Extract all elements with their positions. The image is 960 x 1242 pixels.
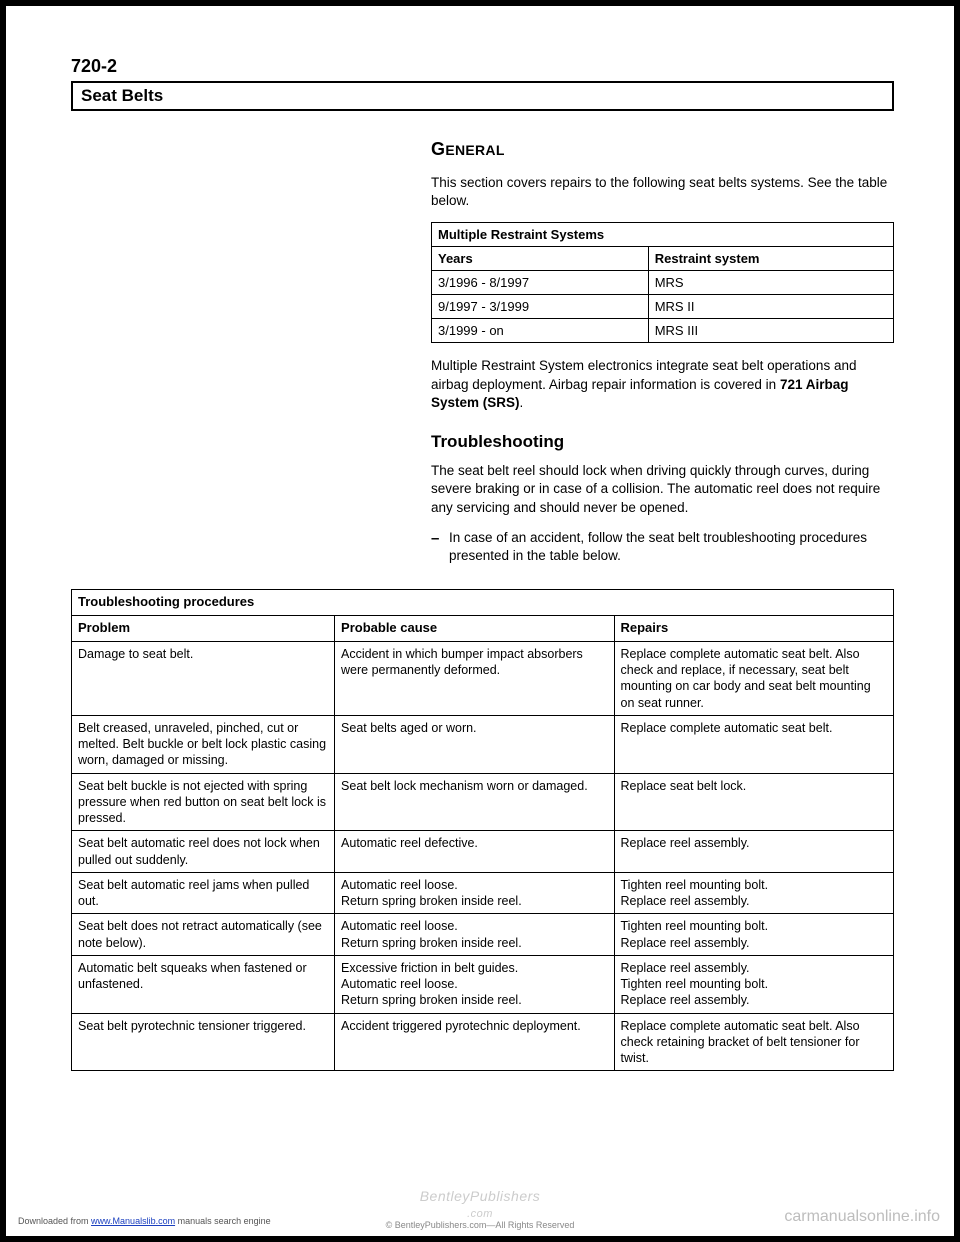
dash-text: In case of an accident, follow the seat … [449,529,894,565]
troubleshooting-table: Troubleshooting procedures Problem Proba… [71,589,894,1071]
systems-cell: MRS III [648,319,893,343]
general-heading-small: ENERAL [445,142,504,158]
trouble-cell: Replace seat belt lock. [614,773,894,831]
trouble-cell: Replace complete automatic seat belt. [614,715,894,773]
systems-cell: MRS II [648,295,893,319]
trouble-cell: Automatic belt squeaks when fastened or … [72,955,335,1013]
systems-table: Multiple Restraint Systems Years Restrai… [431,222,894,343]
bentley-text: BentleyPublishers [420,1188,541,1204]
trouble-cell: Seat belt lock mechanism worn or damaged… [335,773,614,831]
dash-icon: – [431,529,449,549]
trouble-row: Damage to seat belt.Accident in which bu… [72,641,894,715]
troubleshooting-heading: Troubleshooting [431,432,894,452]
trouble-cell: Replace reel assembly.Tighten reel mount… [614,955,894,1013]
trouble-row: Automatic belt squeaks when fastened or … [72,955,894,1013]
systems-row: 3/1999 - on MRS III [432,319,894,343]
trouble-header-problem: Problem [72,616,335,642]
trouble-cell: Automatic reel defective. [335,831,614,873]
bentley-com: .com [467,1208,493,1220]
troubleshooting-para: The seat belt reel should lock when driv… [431,462,894,517]
trouble-row: Seat belt pyrotechnic tensioner triggere… [72,1013,894,1071]
trouble-cell: Seat belt automatic reel jams when pulle… [72,872,335,914]
trouble-cell: Automatic reel loose.Return spring broke… [335,872,614,914]
trouble-cell: Seat belt buckle is not ejected with spr… [72,773,335,831]
systems-cell: 9/1997 - 3/1999 [432,295,649,319]
trouble-cell: Damage to seat belt. [72,641,335,715]
trouble-header-cause: Probable cause [335,616,614,642]
trouble-row: Belt creased, unraveled, pinched, cut or… [72,715,894,773]
systems-row: 9/1997 - 3/1999 MRS II [432,295,894,319]
general-heading: GENERAL [431,139,894,160]
trouble-cell: Replace reel assembly. [614,831,894,873]
systems-cell: 3/1999 - on [432,319,649,343]
systems-table-title: Multiple Restraint Systems [432,223,894,247]
systems-cell: 3/1996 - 8/1997 [432,271,649,295]
download-post: manuals search engine [175,1216,271,1226]
trouble-cell: Tighten reel mounting bolt.Replace reel … [614,872,894,914]
section-title-banner: Seat Belts [71,81,894,111]
trouble-cell: Tighten reel mounting bolt.Replace reel … [614,914,894,956]
trouble-row: Seat belt buckle is not ejected with spr… [72,773,894,831]
trouble-cell: Belt creased, unraveled, pinched, cut or… [72,715,335,773]
trouble-cell: Excessive friction in belt guides.Automa… [335,955,614,1013]
general-para: This section covers repairs to the follo… [431,174,894,210]
download-pre: Downloaded from [18,1216,91,1226]
trouble-header-repairs: Repairs [614,616,894,642]
systems-header-system: Restraint system [648,247,893,271]
trouble-cell: Accident triggered pyrotechnic deploymen… [335,1013,614,1071]
systems-row: 3/1996 - 8/1997 MRS [432,271,894,295]
dash-item: – In case of an accident, follow the sea… [431,529,894,565]
trouble-cell: Accident in which bumper impact absorber… [335,641,614,715]
trouble-cell: Seat belt does not retract automatically… [72,914,335,956]
trouble-cell: Replace complete automatic seat belt. Al… [614,1013,894,1071]
mrs-para-post: . [520,395,524,410]
mrs-para: Multiple Restraint System electronics in… [431,357,894,412]
trouble-row: Seat belt automatic reel does not lock w… [72,831,894,873]
trouble-cell: Seat belt automatic reel does not lock w… [72,831,335,873]
trouble-cell: Automatic reel loose.Return spring broke… [335,914,614,956]
trouble-cell: Seat belts aged or worn. [335,715,614,773]
systems-header-years: Years [432,247,649,271]
page-number: 720-2 [71,56,894,77]
site-watermark: carmanualsonline.info [784,1208,940,1226]
manualslib-link[interactable]: www.Manualslib.com [91,1216,175,1226]
trouble-cell: Replace complete automatic seat belt. Al… [614,641,894,715]
trouble-row: Seat belt does not retract automatically… [72,914,894,956]
systems-cell: MRS [648,271,893,295]
trouble-row: Seat belt automatic reel jams when pulle… [72,872,894,914]
download-footer: Downloaded from www.Manualslib.com manua… [18,1216,271,1226]
trouble-cell: Seat belt pyrotechnic tensioner triggere… [72,1013,335,1071]
trouble-table-title: Troubleshooting procedures [72,590,894,616]
